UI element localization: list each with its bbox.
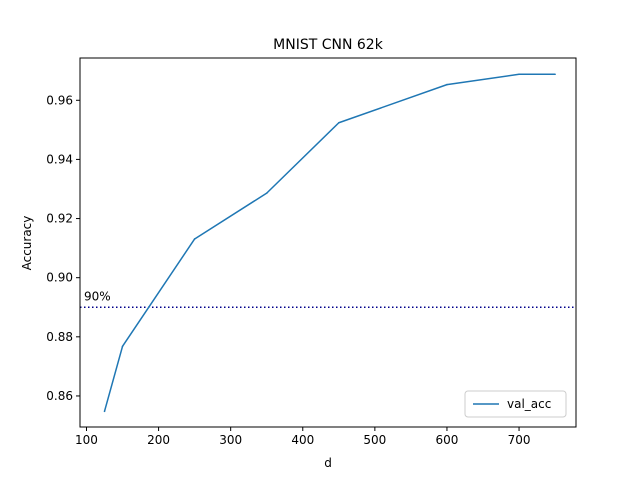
y-axis-label: Accuracy	[20, 216, 34, 271]
axes-frame	[79, 57, 577, 428]
data-point	[193, 238, 196, 240]
series-line-val_acc	[103, 73, 556, 412]
x-tick-label: 600	[436, 433, 459, 447]
y-tick-label: 0.92	[46, 212, 73, 226]
y-tick-label: 0.90	[46, 271, 73, 285]
legend-box	[464, 390, 567, 418]
data-point	[121, 345, 124, 348]
x-axis-label: d	[324, 456, 332, 470]
y-tick-label: 0.96	[46, 93, 73, 107]
x-tick-label: 100	[75, 433, 98, 447]
data-point	[446, 83, 448, 86]
x-tick-label: 500	[363, 433, 386, 447]
chart-title: MNIST CNN 62k	[273, 37, 384, 53]
x-tick-label: 300	[219, 433, 242, 447]
y-tick-label: 0.88	[46, 330, 73, 344]
x-tick-label: 400	[291, 433, 314, 447]
legend-label: val_acc	[507, 397, 551, 411]
data-point	[554, 73, 556, 76]
reference-line-label: 90%	[84, 289, 111, 303]
x-tick-label: 200	[147, 433, 170, 447]
data-point	[265, 192, 268, 194]
data-point	[338, 121, 340, 124]
data-point	[518, 73, 520, 76]
plot-area: 90% 100 200 300 400 500 600 700 0.86 0.88 0.90 0.92…	[46, 57, 577, 447]
y-tick-label: 0.86	[46, 389, 73, 403]
y-tick-label: 0.94	[46, 152, 73, 166]
data-point	[103, 410, 106, 413]
x-tick-label: 700	[508, 433, 531, 447]
